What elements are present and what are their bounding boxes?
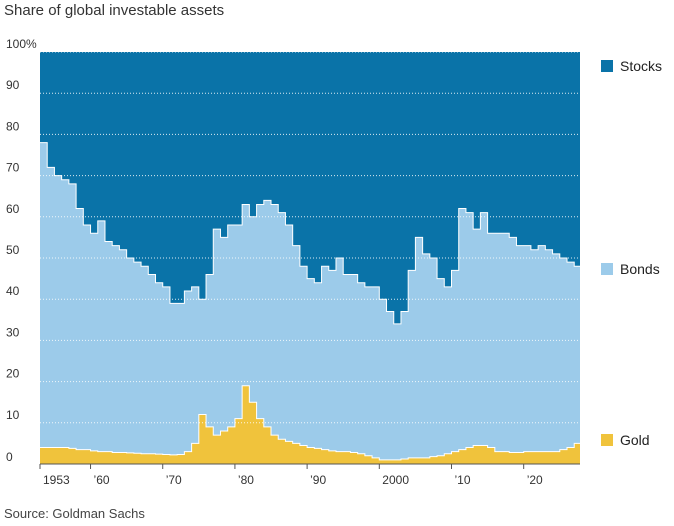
x-axis: 1953 ’60 ’70 ’80 ’90 2000 ’10 ’20 <box>39 463 580 487</box>
legend-label-gold: Gold <box>620 432 650 448</box>
y-tick-label: 60 <box>6 202 20 216</box>
gold-bonds-edge <box>40 385 580 461</box>
y-tick-label: 50 <box>6 243 20 257</box>
legend-swatch-gold <box>601 434 613 446</box>
chart-source: Source: Goldman Sachs <box>4 506 145 521</box>
x-tick-label: ’70 <box>166 473 182 487</box>
gridlines <box>40 51 580 424</box>
x-tick-label: 1953 <box>43 473 70 487</box>
x-tick-label: 2000 <box>382 473 409 487</box>
legend-label-stocks: Stocks <box>620 58 662 74</box>
y-tick-label: 80 <box>6 119 20 133</box>
legend-swatch-stocks <box>601 60 613 72</box>
x-tick-label: ’10 <box>454 473 470 487</box>
legend: Stocks Bonds Gold <box>601 58 662 448</box>
y-tick-label: 70 <box>6 161 20 175</box>
stocks-bonds-edge <box>40 142 580 325</box>
y-tick-label: 0 <box>6 450 13 464</box>
gold-area <box>40 385 580 464</box>
stocks-area <box>40 52 580 324</box>
y-tick-label: 40 <box>6 284 20 298</box>
x-tick-label: ’80 <box>238 473 254 487</box>
x-tick-label: ’20 <box>527 473 543 487</box>
chart-title: Share of global investable assets <box>4 2 225 19</box>
x-tick-label: ’60 <box>94 473 110 487</box>
y-tick-label: 100% <box>6 37 37 51</box>
y-tick-label: 30 <box>6 325 20 339</box>
x-tick-label: ’90 <box>310 473 326 487</box>
legend-swatch-bonds <box>601 263 613 275</box>
y-tick-label: 20 <box>6 367 20 381</box>
y-tick-label: 90 <box>6 78 20 92</box>
y-tick-label: 10 <box>6 408 20 422</box>
legend-label-bonds: Bonds <box>620 261 660 277</box>
y-axis: 0 10 20 30 40 50 60 70 80 90 100% <box>6 37 37 464</box>
